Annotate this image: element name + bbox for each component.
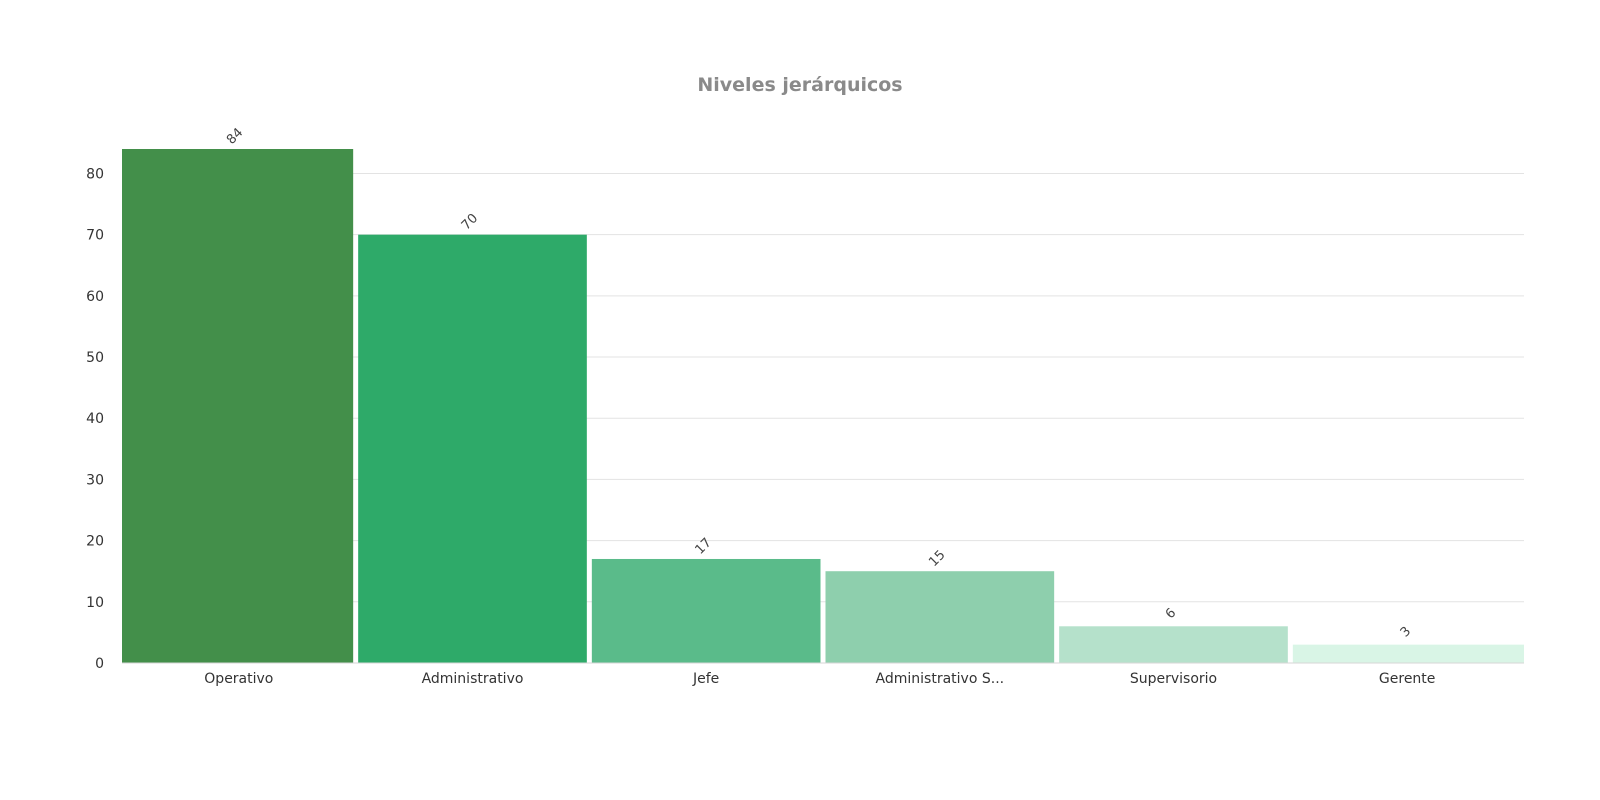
bar-value-label: 84	[224, 125, 246, 147]
y-tick-label: 0	[95, 656, 104, 672]
y-tick-label: 80	[86, 166, 104, 182]
y-axis: 0 10 20 30 40 50 60 70 80	[86, 166, 104, 672]
bar[interactable]	[358, 234, 587, 663]
y-tick-label: 20	[86, 534, 104, 550]
y-tick-label: 60	[86, 289, 104, 305]
x-category-label: Jefe	[692, 671, 719, 687]
y-tick-label: 40	[86, 411, 104, 427]
bar-value-label: 17	[693, 535, 715, 557]
bar-value-label: 3	[1398, 624, 1414, 640]
y-tick-label: 50	[86, 350, 104, 366]
y-tick-label: 30	[86, 472, 104, 488]
chart-title: Niveles jerárquicos	[697, 74, 903, 96]
x-category-label: Administrativo	[422, 671, 524, 687]
bar[interactable]	[1059, 626, 1288, 663]
y-tick-label: 70	[86, 228, 104, 244]
x-category-label: Administrativo S...	[876, 671, 1005, 687]
x-axis: Operativo Administrativo Jefe Administrativ…	[122, 662, 1524, 687]
x-category-label: Supervisorio	[1130, 671, 1217, 687]
bar[interactable]	[591, 558, 821, 663]
bar[interactable]	[122, 149, 354, 663]
bar-value-label: 70	[459, 211, 481, 233]
x-category-label: Operativo	[204, 671, 273, 687]
bar-value-label: 15	[926, 548, 948, 570]
y-tick-label: 10	[86, 595, 104, 611]
bars: 84 70 17 15 6 3	[122, 125, 1524, 663]
bar[interactable]	[825, 571, 1055, 663]
x-category-label: Gerente	[1379, 671, 1436, 687]
gridlines	[122, 172, 1524, 603]
bar[interactable]	[1292, 644, 1524, 663]
bar-value-label: 6	[1163, 606, 1179, 622]
